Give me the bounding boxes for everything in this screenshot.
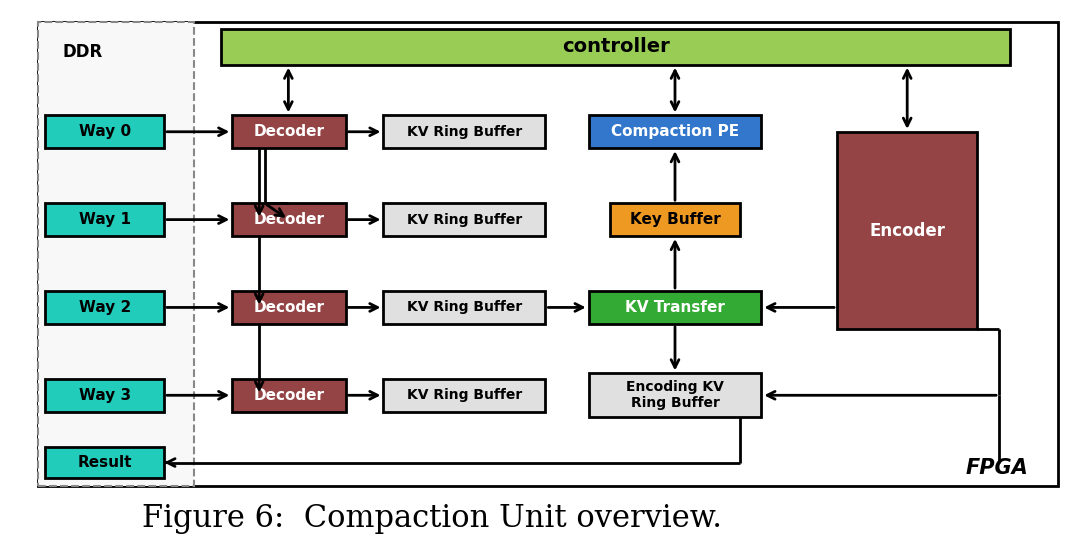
Text: Compaction PE: Compaction PE — [611, 124, 739, 139]
Text: Key Buffer: Key Buffer — [630, 212, 720, 227]
Text: controller: controller — [562, 37, 670, 57]
Text: Figure 6:  Compaction Unit overview.: Figure 6: Compaction Unit overview. — [141, 503, 723, 534]
Text: Decoder: Decoder — [254, 212, 324, 227]
Bar — [45, 291, 164, 324]
Bar — [45, 447, 164, 478]
Text: KV Ring Buffer: KV Ring Buffer — [407, 212, 522, 227]
Bar — [38, 22, 1058, 486]
Text: KV Transfer: KV Transfer — [625, 300, 725, 315]
Bar — [232, 291, 346, 324]
Text: Decoder: Decoder — [254, 124, 324, 139]
Text: Way 3: Way 3 — [79, 388, 131, 403]
Bar — [589, 373, 761, 417]
Bar — [45, 203, 164, 236]
Bar — [232, 379, 346, 412]
Text: Way 2: Way 2 — [79, 300, 131, 315]
Text: KV Ring Buffer: KV Ring Buffer — [407, 125, 522, 139]
Bar — [610, 203, 740, 236]
Bar — [232, 203, 346, 236]
Bar — [589, 115, 761, 148]
Bar — [45, 379, 164, 412]
Bar — [221, 29, 1010, 65]
Bar — [383, 115, 545, 148]
Text: FPGA: FPGA — [966, 458, 1028, 478]
Text: KV Ring Buffer: KV Ring Buffer — [407, 300, 522, 315]
Text: Decoder: Decoder — [254, 300, 324, 315]
Bar — [383, 291, 545, 324]
Bar — [837, 132, 977, 329]
Text: Result: Result — [78, 455, 132, 470]
Text: Decoder: Decoder — [254, 388, 324, 403]
Text: Way 0: Way 0 — [79, 124, 131, 139]
Bar — [589, 291, 761, 324]
Bar — [45, 115, 164, 148]
Text: Encoding KV
Ring Buffer: Encoding KV Ring Buffer — [626, 380, 724, 411]
Text: KV Ring Buffer: KV Ring Buffer — [407, 388, 522, 402]
Text: Way 1: Way 1 — [79, 212, 131, 227]
Bar — [232, 115, 346, 148]
Bar — [38, 22, 194, 486]
Text: DDR: DDR — [63, 43, 103, 61]
Bar — [383, 379, 545, 412]
Bar — [383, 203, 545, 236]
Text: Encoder: Encoder — [869, 222, 945, 239]
